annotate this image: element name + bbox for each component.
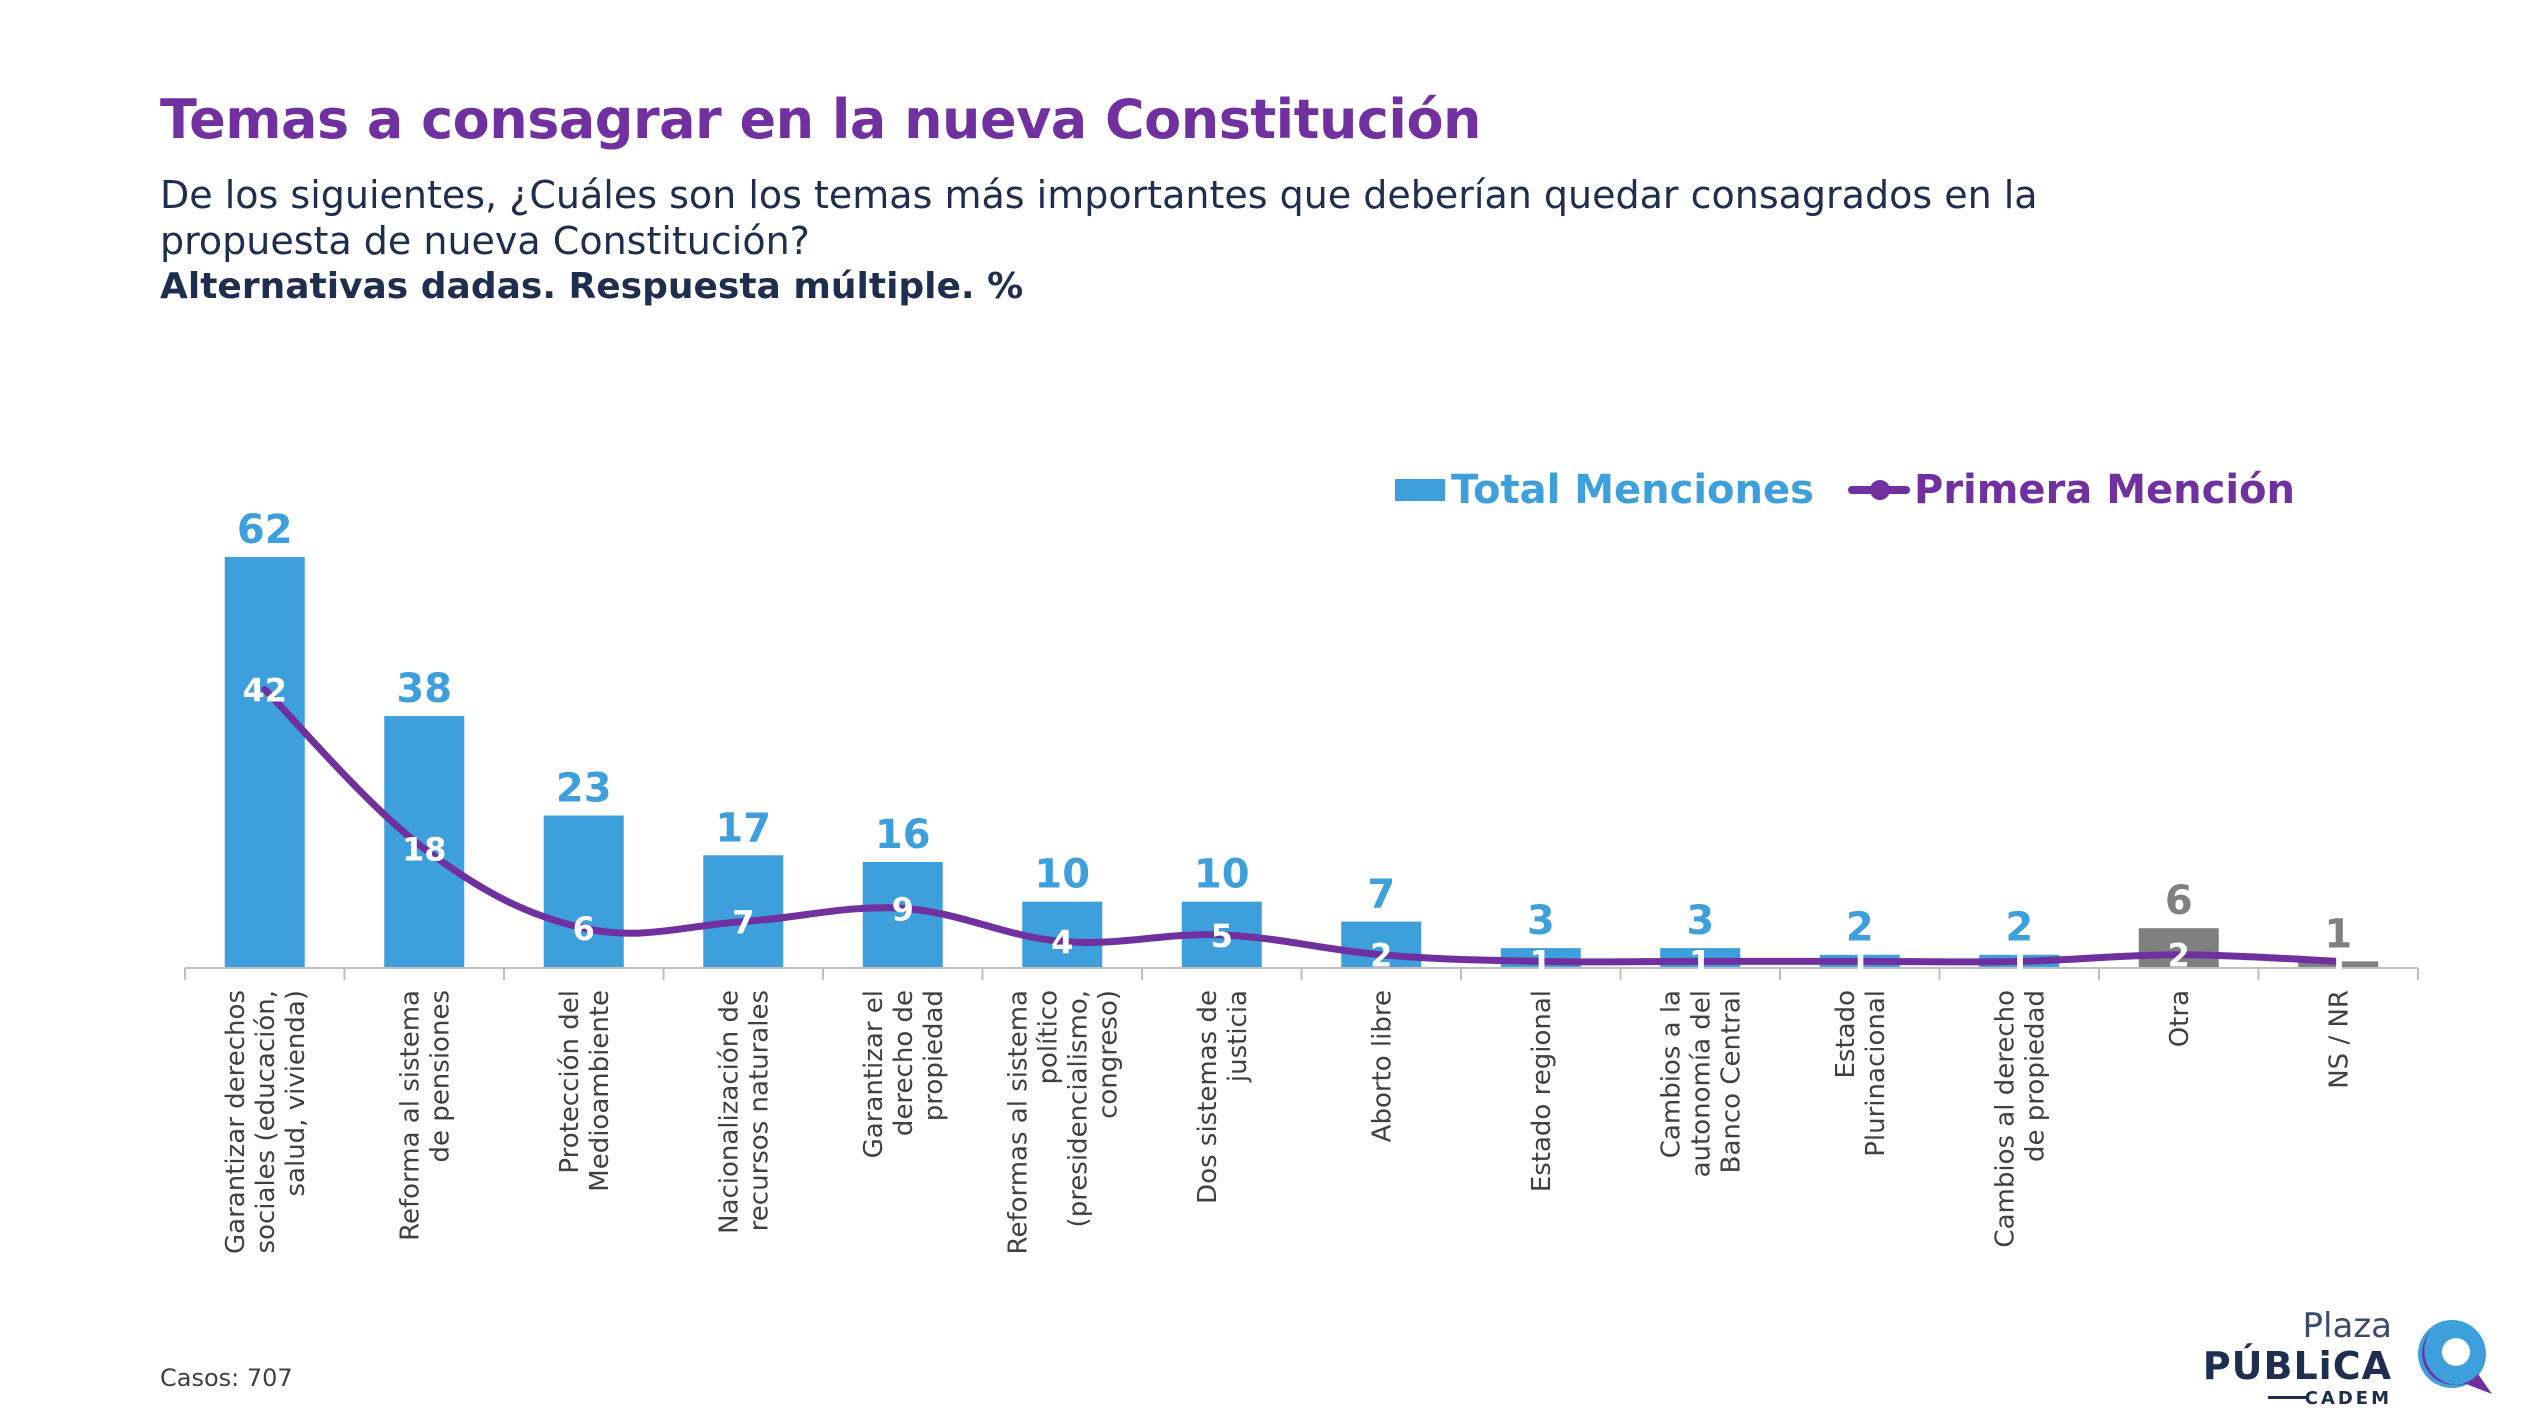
bar-value-label-8: 3 bbox=[1527, 898, 1555, 944]
page-title: Temas a consagrar en la nueva Constituci… bbox=[160, 88, 1481, 151]
legend-total-menciones: Total Menciones bbox=[1395, 462, 1814, 518]
line-value-label-8: 1 bbox=[1530, 943, 1552, 981]
bar-value-label-3: 17 bbox=[715, 805, 771, 851]
line-value-label-3: 7 bbox=[732, 904, 754, 942]
bar-value-label-4: 16 bbox=[875, 812, 931, 858]
category-label-13: NS / NR bbox=[2324, 990, 2354, 1089]
svg-text:Dos sistemas dejusticia: Dos sistemas dejusticia bbox=[1193, 990, 1253, 1204]
cases-count: Casos: 707 bbox=[160, 1364, 293, 1392]
category-label-11: Cambios al derechode propiedad bbox=[1990, 990, 2050, 1248]
legend-total-label: Total Menciones bbox=[1451, 467, 1814, 513]
category-label-10: EstadoPlurinacional bbox=[1831, 990, 1891, 1157]
legend-line-swatch bbox=[1848, 480, 1910, 500]
svg-text:NS / NR: NS / NR bbox=[2324, 990, 2354, 1089]
line-layer bbox=[261, 686, 2342, 966]
svg-text:Cambios a laautonomía delBanco: Cambios a laautonomía delBanco Central bbox=[1656, 990, 1746, 1177]
line-value-label-5: 4 bbox=[1051, 923, 1073, 961]
line-value-label-0: 42 bbox=[242, 672, 287, 710]
line-value-label-1: 18 bbox=[402, 831, 447, 869]
survey-question: De los siguientes, ¿Cuáles son los temas… bbox=[160, 173, 2038, 263]
bar-value-label-12: 6 bbox=[2165, 878, 2193, 924]
category-label-4: Garantizar elderecho depropiedad bbox=[859, 990, 949, 1158]
category-label-7: Aborto libre bbox=[1367, 990, 1397, 1142]
bar-value-label-0: 62 bbox=[237, 507, 293, 553]
svg-text:Nacionalización derecursos nat: Nacionalización derecursos naturales bbox=[714, 990, 774, 1234]
category-label-0: Garantizar derechossociales (educación,s… bbox=[221, 990, 311, 1254]
category-label-1: Reforma al sistemade pensiones bbox=[395, 990, 455, 1241]
bar-value-label-9: 3 bbox=[1686, 898, 1714, 944]
bar-2 bbox=[543, 815, 624, 968]
plaza-publica-logo: Plaza PÚBLiCA CADEM bbox=[2203, 1306, 2500, 1409]
line-value-label-2: 6 bbox=[573, 910, 595, 948]
svg-text:Cambios al derechode propiedad: Cambios al derechode propiedad bbox=[1990, 990, 2050, 1248]
bars-layer bbox=[224, 556, 2379, 968]
line-value-label-9: 1 bbox=[1689, 943, 1711, 981]
category-label-12: Otra bbox=[2165, 990, 2195, 1047]
bar-value-label-10: 2 bbox=[1846, 905, 1874, 951]
category-label-2: Protección delMedioambiente bbox=[555, 990, 615, 1192]
line-value-label-7: 2 bbox=[1370, 937, 1392, 975]
svg-text:Reforma al sistemade pensiones: Reforma al sistemade pensiones bbox=[395, 990, 455, 1241]
bar-0 bbox=[224, 556, 305, 968]
svg-text:Estado regional: Estado regional bbox=[1527, 990, 1557, 1192]
line-value-label-10: 1 bbox=[1849, 943, 1871, 981]
logo-publica-text: PÚBLiCA bbox=[2202, 1344, 2392, 1388]
legend-primera-label: Primera Mención bbox=[1914, 467, 2295, 513]
svg-text:Garantizar elderecho depropied: Garantizar elderecho depropiedad bbox=[859, 990, 949, 1158]
svg-text:Aborto libre: Aborto libre bbox=[1367, 990, 1397, 1142]
bar-value-label-2: 23 bbox=[556, 766, 612, 812]
bar-value-label-1: 38 bbox=[396, 666, 452, 712]
line-value-label-12: 2 bbox=[2168, 937, 2190, 975]
bar-value-label-11: 2 bbox=[2005, 905, 2033, 951]
line-value-label-11: 1 bbox=[2008, 943, 2030, 981]
svg-text:Otra: Otra bbox=[2165, 990, 2195, 1047]
svg-text:Protección delMedioambiente: Protección delMedioambiente bbox=[555, 990, 615, 1192]
logo-cadem-text: CADEM bbox=[2304, 1388, 2392, 1409]
svg-text:EstadoPlurinacional: EstadoPlurinacional bbox=[1831, 990, 1891, 1157]
bar-value-label-13: 1 bbox=[2324, 911, 2352, 957]
svg-text:Reformas al sistemapolítico(pr: Reformas al sistemapolítico(presidencial… bbox=[1003, 990, 1123, 1254]
category-label-6: Dos sistemas dejusticia bbox=[1193, 990, 1253, 1204]
svg-text:Garantizar derechossociales (e: Garantizar derechossociales (educación,s… bbox=[221, 990, 311, 1254]
line-value-label-6: 5 bbox=[1211, 917, 1233, 955]
legend-bar-swatch bbox=[1395, 479, 1445, 501]
bar-value-label-7: 7 bbox=[1367, 872, 1395, 918]
line-value-label-13: 1 bbox=[2327, 943, 2349, 981]
line-value-label-4: 9 bbox=[892, 890, 914, 928]
category-label-3: Nacionalización derecursos naturales bbox=[714, 990, 774, 1234]
bar-value-label-6: 10 bbox=[1194, 852, 1250, 898]
bar-1 bbox=[384, 716, 465, 968]
bar-12 bbox=[2138, 928, 2219, 968]
logo-plaza-text: Plaza bbox=[2302, 1306, 2392, 1346]
bar-7 bbox=[1341, 921, 1422, 968]
legend-primera-mencion: Primera Mención bbox=[1848, 462, 2295, 518]
bar-value-label-5: 10 bbox=[1034, 852, 1090, 898]
category-label-9: Cambios a laautonomía delBanco Central bbox=[1656, 990, 1746, 1177]
primera-mencion-line bbox=[261, 686, 2342, 966]
axis-layer: Garantizar derechossociales (educación,s… bbox=[184, 967, 2419, 1254]
bar-3 bbox=[703, 855, 784, 968]
plaza-publica-logo-icon bbox=[2418, 1320, 2492, 1394]
survey-note: Alternativas dadas. Respuesta múltiple. … bbox=[160, 266, 1024, 307]
logo-underline bbox=[2268, 1396, 2308, 1399]
category-label-8: Estado regional bbox=[1527, 990, 1557, 1192]
category-label-5: Reformas al sistemapolítico(presidencial… bbox=[1003, 990, 1123, 1254]
